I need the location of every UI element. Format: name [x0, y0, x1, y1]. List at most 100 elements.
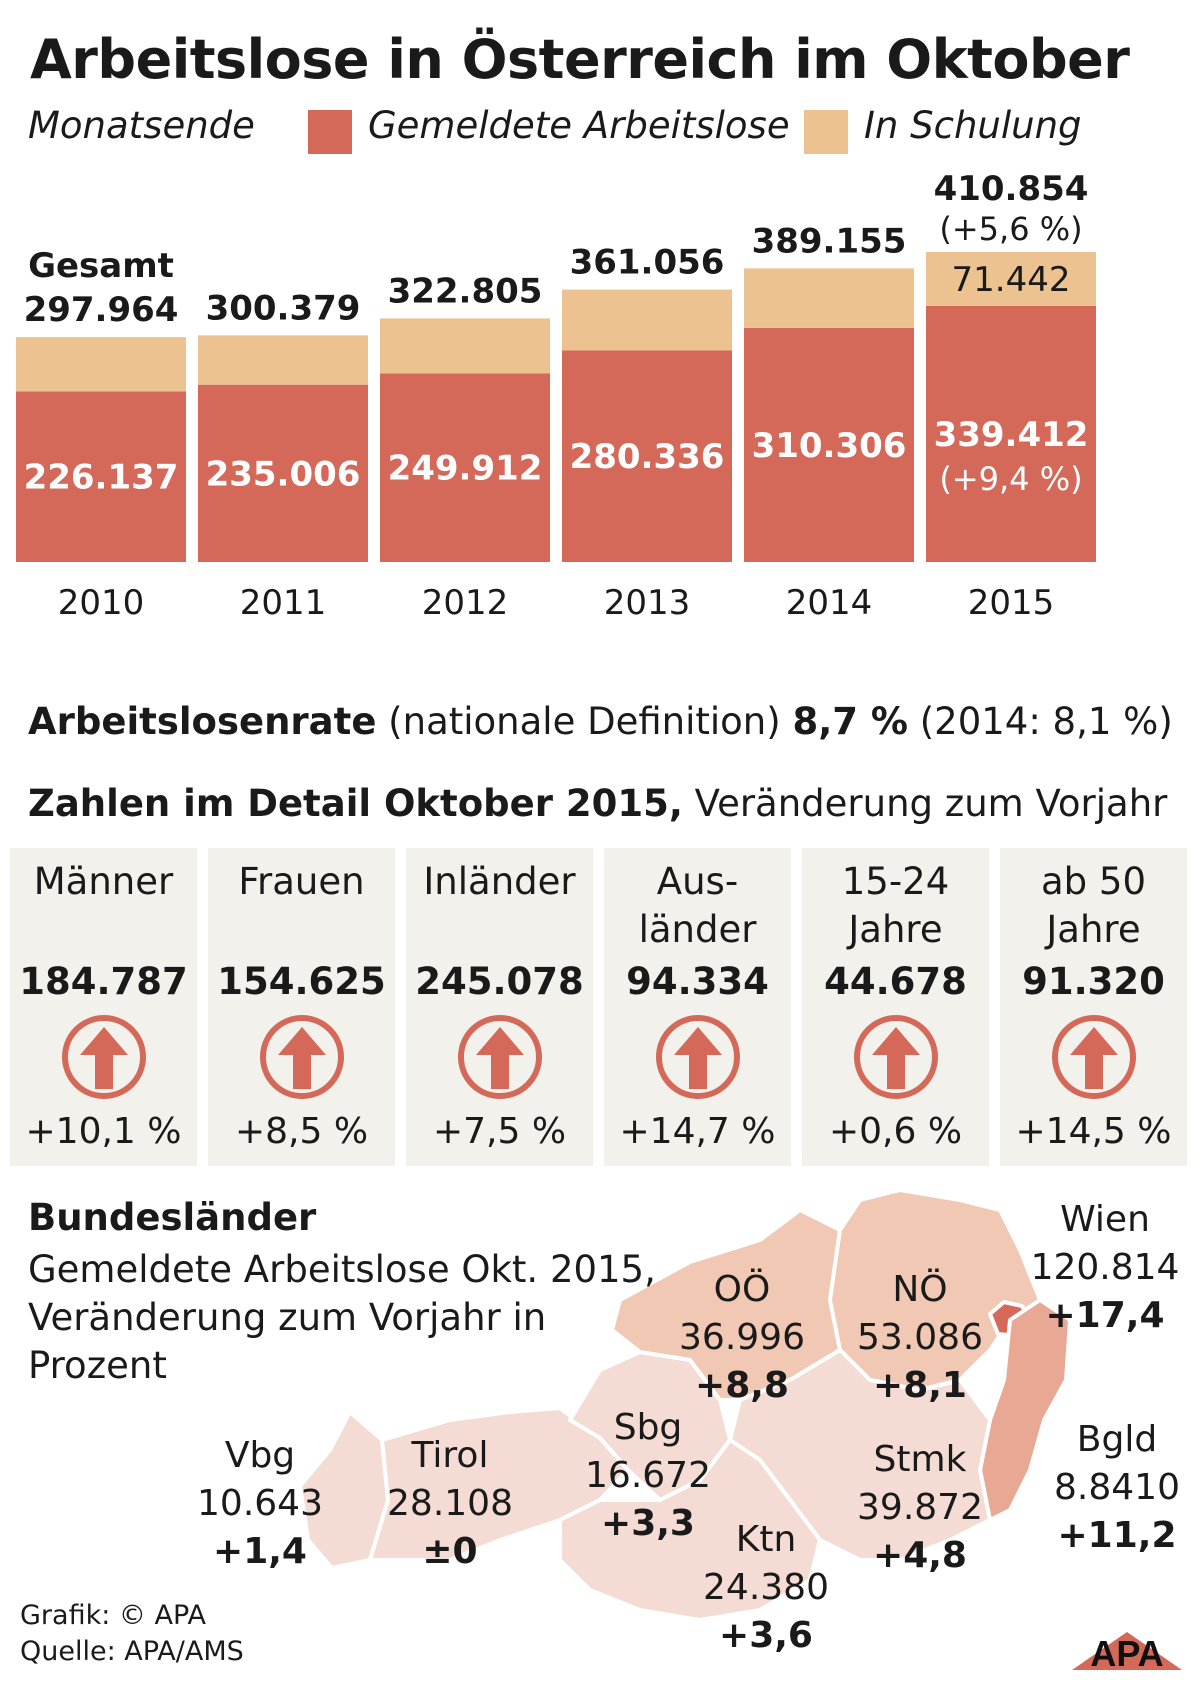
card-change: +14,7 %: [619, 1111, 776, 1152]
detail-title: Zahlen im Detail Oktober 2015,: [28, 782, 683, 825]
legend-registered: Gemeldete Arbeitslose: [368, 104, 790, 147]
card-label: ab 50 Jahre: [1040, 860, 1146, 951]
legend-training: In Schulung: [864, 104, 1082, 147]
region-change: +17,4: [1045, 1295, 1165, 1336]
region-change: +8,1: [873, 1365, 967, 1406]
up-arrow-icon: [853, 1015, 938, 1099]
label-total-2011: 300.379: [206, 288, 361, 328]
states-subtitle: Gemeldete Arbeitslose Okt. 2015, Verände…: [28, 1248, 656, 1387]
card-change: +0,6 %: [828, 1111, 963, 1152]
label-gesamt: Gesamt: [28, 246, 174, 286]
region-name: Sbg: [613, 1407, 683, 1448]
card-label: Frauen: [238, 860, 365, 903]
apa-logo: APA: [1072, 1632, 1182, 1674]
region-change: +8,8: [695, 1365, 789, 1406]
region-shape-ktn: [558, 1438, 822, 1622]
up-arrow-icon: [259, 1015, 344, 1099]
apa-logo-text: APA: [1090, 1633, 1163, 1674]
bar-registered-2011: [198, 384, 368, 562]
region-change: ±0: [422, 1531, 478, 1572]
label-total-2012: 322.805: [388, 271, 543, 311]
region-name: OÖ: [713, 1269, 771, 1310]
detail-cards: Männer 184.787 +10,1 % Frauen 154.625 +8…: [10, 848, 1190, 1166]
detail-subtitle: Veränderung zum Vorjahr: [682, 782, 1168, 825]
region-value: 10.643: [197, 1483, 323, 1524]
region-bgld: Bgld 8.8410 +11,2: [1052, 1416, 1182, 1560]
label-registered-2013: 280.336: [570, 437, 725, 477]
card-inlaender: Inländer 245.078 +7,5 %: [406, 848, 593, 1166]
label-total-2013: 361.056: [570, 243, 725, 283]
label-registered-2012: 249.912: [388, 449, 543, 489]
rate-previous: (2014: 8,1 %): [907, 700, 1173, 743]
region-value: 16.672: [585, 1455, 711, 1496]
region-name: Tirol: [411, 1435, 489, 1476]
label-registered-2011: 235.006: [206, 454, 361, 494]
card-change: +7,5 %: [432, 1111, 567, 1152]
region-name: Stmk: [873, 1439, 967, 1480]
region-value: 24.380: [703, 1567, 829, 1608]
tick-label-2010: 2010: [58, 583, 145, 623]
source-credit: Quelle: APA/AMS: [20, 1636, 244, 1667]
region-ooe: OÖ 36.996 +8,8: [672, 1266, 812, 1410]
up-arrow-icon: [61, 1015, 146, 1099]
bar-registered-2014: [744, 327, 914, 562]
bar-registered-2013: [562, 350, 732, 562]
tick-label-2012: 2012: [422, 583, 509, 623]
detail-heading: Zahlen im Detail Oktober 2015, Veränderu…: [28, 782, 1167, 825]
region-value: 39.872: [857, 1487, 983, 1528]
label-training-2015: 71.442: [952, 260, 1071, 300]
region-name: Ktn: [735, 1519, 797, 1560]
label-registered-change-2015: (+9,4 %): [939, 460, 1082, 498]
card-label: Inländer: [423, 860, 576, 903]
tick-label-2014: 2014: [786, 583, 873, 623]
bar-training-2013: [562, 289, 732, 351]
rate-label: Arbeitslosenrate: [28, 700, 377, 743]
bar-registered-2015: [926, 305, 1096, 562]
bar-training-2015: [926, 252, 1096, 306]
legend-period: Monatsende: [28, 104, 255, 147]
card-frauen: Frauen 154.625 +8,5 %: [208, 848, 395, 1166]
legend-swatch-registered: [308, 110, 352, 154]
region-sbg: Sbg 16.672 +3,3: [578, 1404, 718, 1548]
card-change: +14,5 %: [1015, 1111, 1172, 1152]
region-name: NÖ: [892, 1269, 948, 1310]
graphic-credit: Grafik: © APA: [20, 1600, 206, 1631]
card-ab-50-jahre: ab 50 Jahre 91.320 +14,5 %: [1000, 848, 1187, 1166]
label-total-2010: 297.964: [24, 290, 179, 330]
card-value: 44.678: [824, 960, 967, 1003]
card-value: 94.334: [626, 960, 769, 1003]
region-noe: NÖ 53.086 +8,1: [850, 1266, 990, 1410]
tick-label-2013: 2013: [604, 583, 691, 623]
card-value: 245.078: [415, 960, 584, 1003]
region-value: 28.108: [387, 1483, 513, 1524]
up-arrow-icon: [1051, 1015, 1136, 1099]
card-value: 154.625: [217, 960, 386, 1003]
region-change: +4,8: [873, 1535, 967, 1576]
label-total-2015: 410.854: [934, 169, 1089, 209]
region-ktn: Ktn 24.380 +3,6: [696, 1516, 836, 1660]
tick-label-2011: 2011: [240, 583, 327, 623]
region-value: 120.814: [1030, 1247, 1180, 1288]
bar-registered-2012: [380, 373, 550, 562]
rate-value: 8,7 %: [792, 700, 908, 743]
region-vbg: Vbg 10.643 +1,4: [190, 1432, 330, 1576]
region-change: +1,4: [213, 1531, 307, 1572]
label-registered-2010: 226.137: [24, 458, 179, 498]
legend-swatch-training: [804, 110, 848, 154]
card-change: +10,1 %: [25, 1111, 182, 1152]
region-value: 8.8410: [1054, 1467, 1180, 1508]
region-name: Vbg: [224, 1435, 296, 1476]
bar-training-2011: [198, 335, 368, 385]
bar-training-2012: [380, 318, 550, 374]
unemployment-rate-line: Arbeitslosenrate (nationale Definition) …: [28, 700, 1173, 743]
card-change: +8,5 %: [234, 1111, 369, 1152]
card-15-24-jahre: 15-24 Jahre 44.678 +0,6 %: [802, 848, 989, 1166]
region-tirol: Tirol 28.108 ±0: [380, 1432, 520, 1576]
card-maenner: Männer 184.787 +10,1 %: [10, 848, 197, 1166]
region-wien: Wien 120.814 +17,4: [1030, 1196, 1180, 1340]
rate-definition: (nationale Definition): [376, 700, 793, 743]
card-value: 91.320: [1022, 960, 1165, 1003]
label-registered-2014: 310.306: [752, 426, 907, 466]
bar-training-2014: [744, 268, 914, 328]
region-change: +11,2: [1057, 1515, 1177, 1556]
